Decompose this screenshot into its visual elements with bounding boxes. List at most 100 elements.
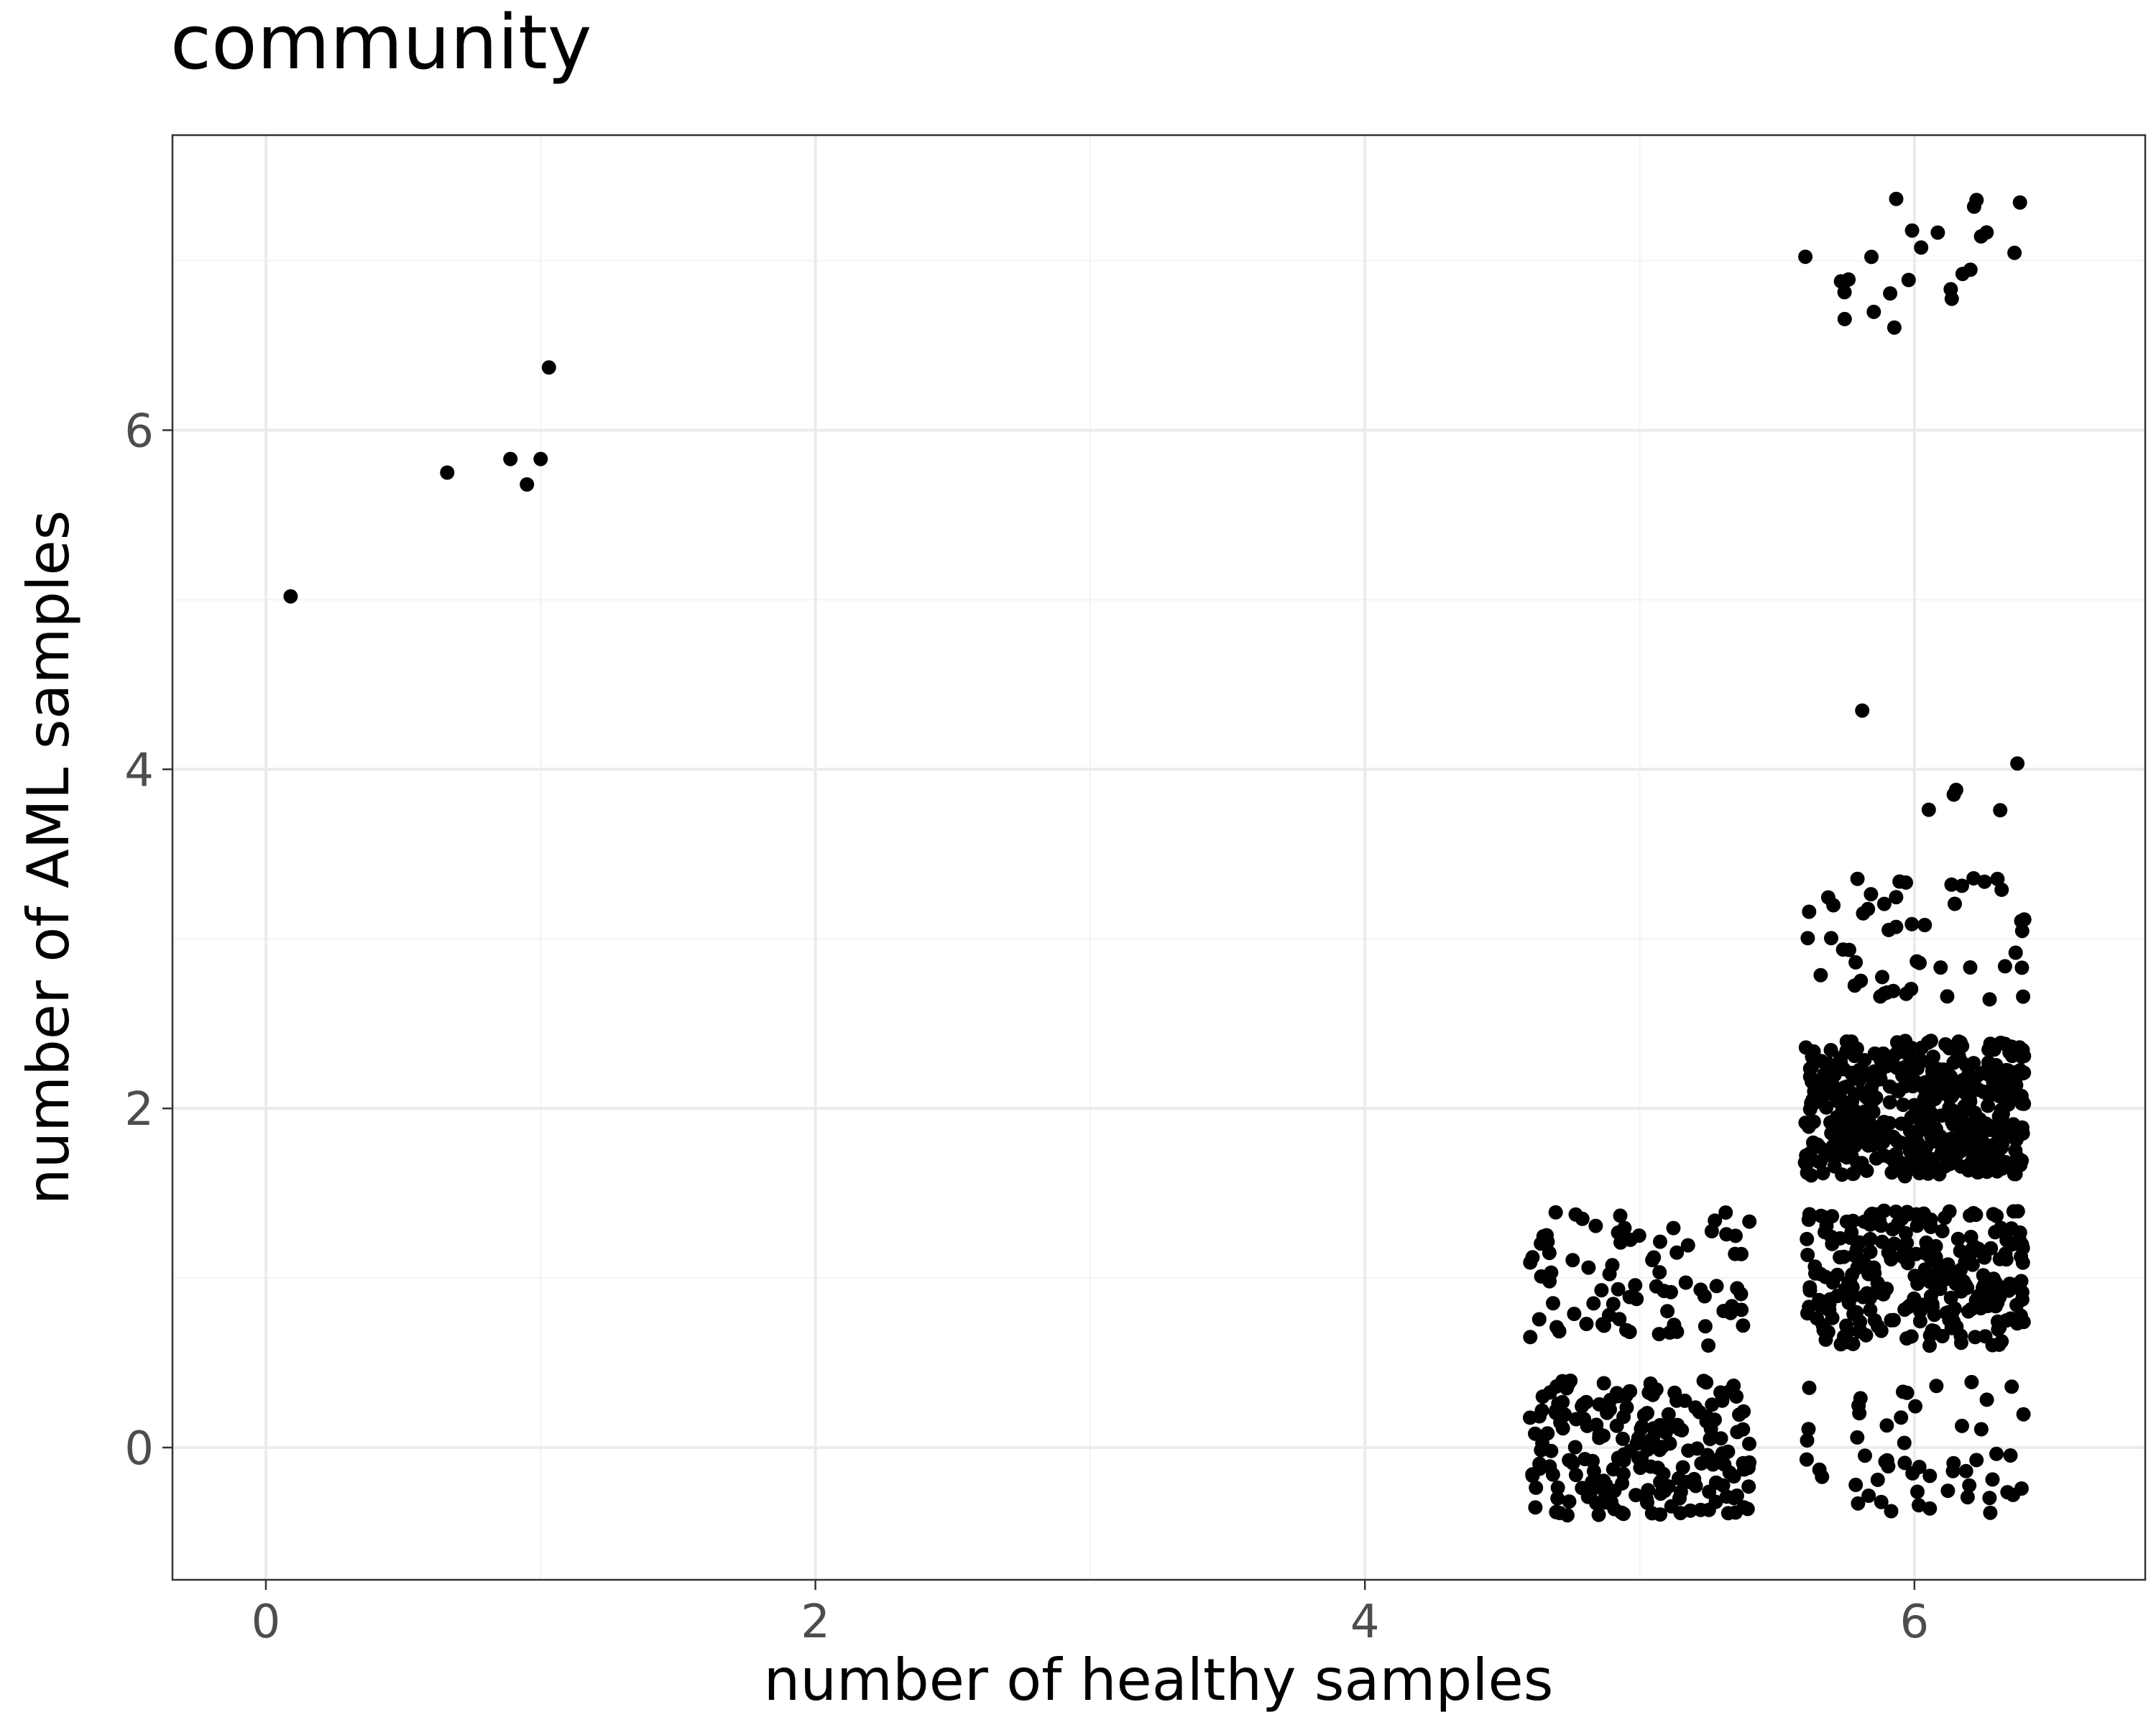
data-point	[1944, 877, 1959, 892]
data-point	[1806, 1114, 1821, 1129]
data-point	[1960, 1490, 1975, 1505]
data-point	[1863, 1231, 1878, 1246]
data-point	[1976, 1280, 1991, 1295]
data-point	[1978, 1329, 1993, 1344]
data-point	[1552, 1506, 1567, 1520]
x-tick-label: 2	[801, 1596, 830, 1649]
data-point	[1985, 1472, 2000, 1487]
data-point	[1804, 1168, 1819, 1183]
data-point	[2010, 1150, 2025, 1165]
data-point	[1948, 1151, 1963, 1166]
data-point	[1800, 1231, 1815, 1246]
data-point	[1879, 1418, 1894, 1433]
data-point	[1896, 1037, 1911, 1052]
data-point	[1586, 1463, 1601, 1478]
data-point	[1922, 1501, 1938, 1516]
data-point	[1935, 1223, 1950, 1238]
data-point	[1523, 1330, 1538, 1345]
data-point	[1588, 1218, 1603, 1233]
data-point	[1848, 954, 1864, 970]
data-point	[1865, 1206, 1880, 1221]
data-point	[1863, 1302, 1878, 1317]
data-point	[1884, 1312, 1899, 1328]
data-point	[1846, 1167, 1861, 1181]
data-point	[1555, 1421, 1570, 1436]
data-point	[2003, 1448, 2018, 1463]
data-point	[1912, 1145, 1927, 1160]
data-point	[1883, 286, 1898, 301]
data-point	[1801, 1213, 1816, 1227]
data-point	[1889, 191, 1904, 206]
data-point	[2014, 1481, 2029, 1496]
data-point	[1858, 1448, 1872, 1463]
data-point	[1604, 1495, 1619, 1509]
data-point	[1683, 1503, 1698, 1518]
data-point	[1925, 1300, 1940, 1315]
data-point	[1568, 1468, 1583, 1483]
data-point	[1982, 1491, 1997, 1506]
data-point	[1808, 1266, 1823, 1281]
data-point	[1529, 1480, 1544, 1495]
data-point	[2014, 1285, 2030, 1300]
data-point	[1963, 960, 1978, 975]
data-point	[1726, 1379, 1741, 1393]
data-point	[1873, 1072, 1888, 1087]
data-point	[1575, 1399, 1590, 1414]
data-point	[1629, 1292, 1644, 1307]
data-point	[1955, 878, 1969, 893]
data-point	[1705, 1457, 1720, 1472]
y-tick-label: 0	[124, 1422, 154, 1476]
data-point	[1945, 1103, 1961, 1118]
data-point	[1953, 1335, 1968, 1351]
data-point	[1901, 272, 1916, 288]
data-point	[1922, 1468, 1938, 1484]
data-point	[1826, 898, 1841, 913]
data-point	[1815, 1166, 1830, 1181]
data-point	[1800, 1248, 1815, 1262]
data-point	[1929, 1379, 1944, 1394]
data-point	[1653, 1486, 1668, 1501]
data-point	[1956, 1127, 1971, 1142]
data-point	[2012, 195, 2027, 210]
data-point	[1853, 973, 1869, 988]
data-point	[1840, 1149, 1855, 1164]
data-point	[1904, 223, 1920, 238]
data-point	[1853, 1322, 1868, 1338]
data-point	[1849, 1118, 1864, 1133]
data-point	[1966, 1205, 1981, 1220]
data-point	[1730, 1425, 1745, 1440]
data-point	[1606, 1462, 1621, 1477]
data-point	[1954, 1284, 1968, 1299]
data-point	[1900, 1256, 1915, 1271]
data-point	[1837, 311, 1852, 326]
data-point	[1631, 1228, 1646, 1243]
data-point	[1798, 249, 1813, 264]
data-point	[1907, 1291, 1922, 1306]
data-point	[1549, 1320, 1565, 1335]
data-point	[1661, 1407, 1676, 1422]
data-point	[1742, 1214, 1757, 1229]
data-point	[1592, 1427, 1607, 1442]
data-point	[1841, 1131, 1856, 1146]
data-point	[1542, 1246, 1557, 1261]
data-point	[1910, 1276, 1925, 1292]
data-point	[1925, 1323, 1940, 1338]
data-point	[1586, 1296, 1601, 1311]
data-point	[1962, 1478, 1977, 1493]
data-point	[1922, 1274, 1937, 1289]
data-point	[1536, 1229, 1551, 1244]
data-point	[1535, 1389, 1550, 1404]
data-point	[1855, 703, 1870, 718]
x-axis-title: number of healthy samples	[764, 1647, 1554, 1714]
data-point	[1923, 1034, 1938, 1049]
data-point	[1908, 1399, 1923, 1414]
data-point	[1999, 1155, 2013, 1169]
data-point	[1728, 1246, 1743, 1261]
data-point	[1715, 1446, 1730, 1461]
data-point	[1851, 1398, 1866, 1413]
data-point	[440, 465, 455, 480]
data-point	[1967, 1105, 1982, 1121]
data-point	[1998, 1246, 2013, 1261]
data-point	[1894, 1211, 1909, 1226]
data-point	[520, 477, 535, 492]
